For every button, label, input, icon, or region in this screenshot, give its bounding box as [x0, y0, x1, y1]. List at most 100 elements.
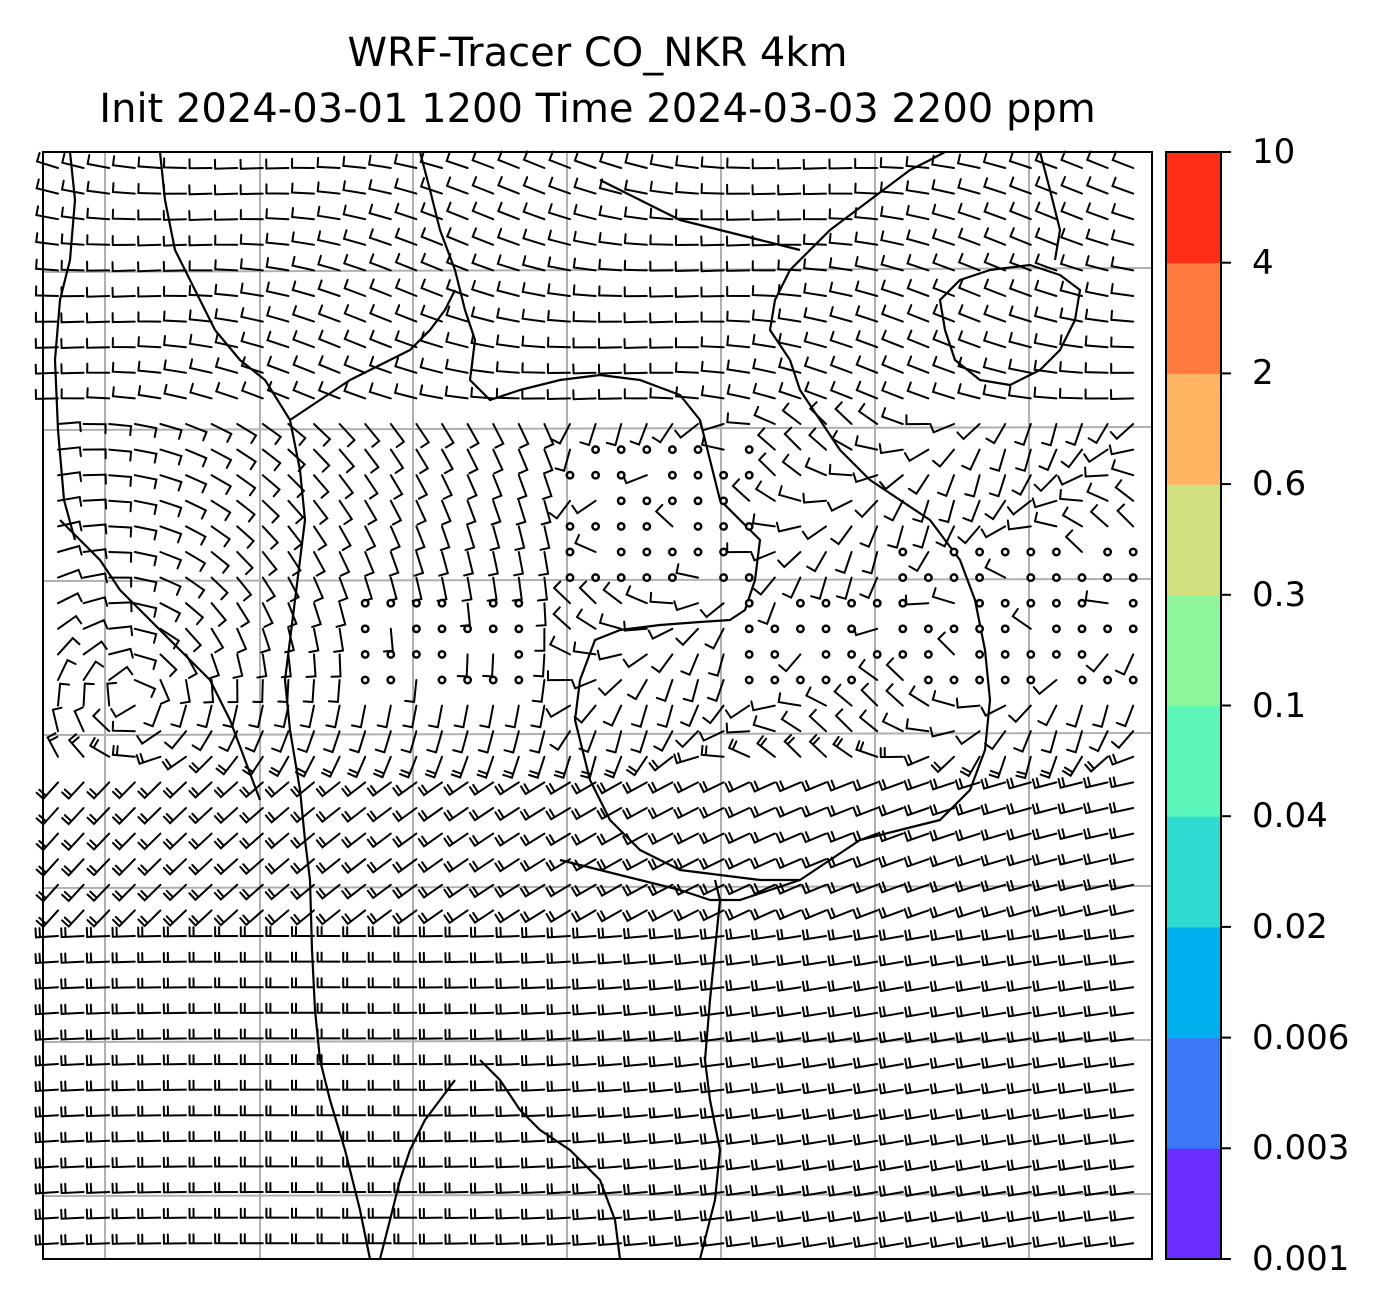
wind-barb	[367, 1207, 392, 1219]
wind-barb	[236, 423, 258, 445]
calm-wind-circle	[1077, 675, 1087, 685]
wind-barb	[34, 1208, 59, 1221]
wind-barb	[603, 755, 623, 779]
wind-barb	[956, 423, 981, 441]
wind-barb	[417, 832, 443, 848]
wind-barb	[239, 1156, 264, 1168]
wind-barb	[546, 1157, 571, 1169]
wind-barb	[265, 1105, 290, 1117]
wind-barb	[929, 1108, 955, 1121]
wind-barb	[725, 1158, 751, 1171]
wind-barb	[959, 755, 981, 778]
wind-barb	[111, 926, 136, 938]
wind-barb	[490, 499, 502, 526]
wind-barb	[548, 150, 571, 169]
wind-barb	[547, 283, 571, 297]
wind-barb	[1109, 928, 1135, 941]
wind-barb	[880, 329, 904, 349]
wind-barb	[399, 755, 418, 779]
wind-barb	[368, 228, 392, 246]
wind-barb	[573, 177, 597, 195]
wind-barb	[34, 1106, 59, 1118]
wind-barb	[906, 329, 930, 349]
calm-wind-circle	[719, 521, 729, 531]
wind-barb	[463, 551, 475, 577]
wind-barb	[415, 423, 431, 449]
wind-barb	[1057, 1031, 1083, 1043]
wind-barb	[981, 980, 1007, 993]
wind-barb	[698, 832, 725, 845]
wind-barb	[931, 179, 955, 195]
wind-barb	[60, 363, 85, 375]
wind-barb	[1059, 361, 1083, 374]
wind-barb	[494, 909, 520, 924]
wind-barb	[369, 278, 392, 297]
wind-barbs	[34, 150, 1135, 1249]
wind-barb	[726, 310, 751, 323]
wind-barb	[218, 730, 239, 753]
wind-barb	[1008, 305, 1032, 323]
wind-barb	[878, 855, 904, 868]
wind-barb	[801, 1108, 827, 1120]
wind-barb	[57, 446, 82, 458]
wind-barb	[394, 330, 418, 349]
wind-barb	[351, 704, 367, 729]
wind-barb	[188, 358, 213, 374]
wind-barb	[444, 1105, 469, 1117]
wind-barb	[464, 525, 476, 552]
wind-barb	[393, 1131, 418, 1143]
wind-barb	[521, 388, 546, 400]
wind-barb	[528, 755, 546, 779]
wind-barb	[82, 423, 107, 435]
wind-barb	[214, 1182, 239, 1194]
wind-barb	[598, 388, 623, 400]
wind-barb	[137, 1028, 162, 1040]
wind-barb	[1089, 730, 1109, 753]
wind-barb	[725, 928, 751, 941]
wind-barb	[623, 1132, 648, 1144]
wind-barb	[545, 858, 571, 872]
wind-barb	[751, 158, 776, 170]
wind-barb	[596, 807, 623, 821]
wind-barb	[596, 832, 623, 846]
wind-barb	[905, 155, 930, 169]
wind-barb	[699, 1107, 725, 1120]
wind-barb	[1109, 979, 1135, 992]
calm-wind-circle	[693, 521, 703, 531]
wind-barb	[989, 448, 1007, 472]
wind-barb	[699, 602, 725, 619]
wind-barb	[392, 858, 418, 874]
wind-barb	[546, 363, 571, 375]
calm-wind-circle	[1077, 649, 1087, 659]
wind-barb	[829, 306, 853, 323]
calm-wind-circle	[744, 445, 754, 455]
wind-barb	[404, 679, 418, 704]
wind-barb	[367, 1054, 392, 1066]
wind-barb	[60, 952, 85, 964]
wind-barb	[547, 229, 571, 246]
wind-barb	[188, 333, 213, 349]
wind-barb	[885, 657, 904, 681]
calm-wind-circle	[1000, 624, 1010, 634]
wind-barb	[137, 781, 162, 800]
colorbar-tick-label: 0.006	[1252, 1017, 1350, 1058]
calm-wind-circle	[1128, 547, 1138, 557]
wind-barb	[931, 154, 955, 169]
wind-barb	[313, 525, 328, 551]
wind-barb	[675, 386, 699, 400]
wind-barb	[752, 358, 776, 374]
wind-barb	[983, 304, 1007, 323]
wind-barb	[572, 1208, 597, 1221]
wind-barb	[1006, 929, 1032, 941]
wind-barb	[673, 600, 699, 612]
wind-barb	[955, 1006, 981, 1018]
wind-barb	[188, 977, 213, 989]
wind-barb	[1011, 607, 1032, 630]
wind-barb	[750, 780, 776, 793]
wind-barb	[597, 1183, 623, 1195]
calm-wind-circle	[1103, 547, 1113, 557]
wind-barb	[419, 152, 443, 169]
map-subtitle: Init 2024-03-01 1200 Time 2024-03-03 220…	[99, 86, 1096, 132]
wind-barb	[162, 977, 187, 989]
wind-barb	[777, 332, 802, 349]
